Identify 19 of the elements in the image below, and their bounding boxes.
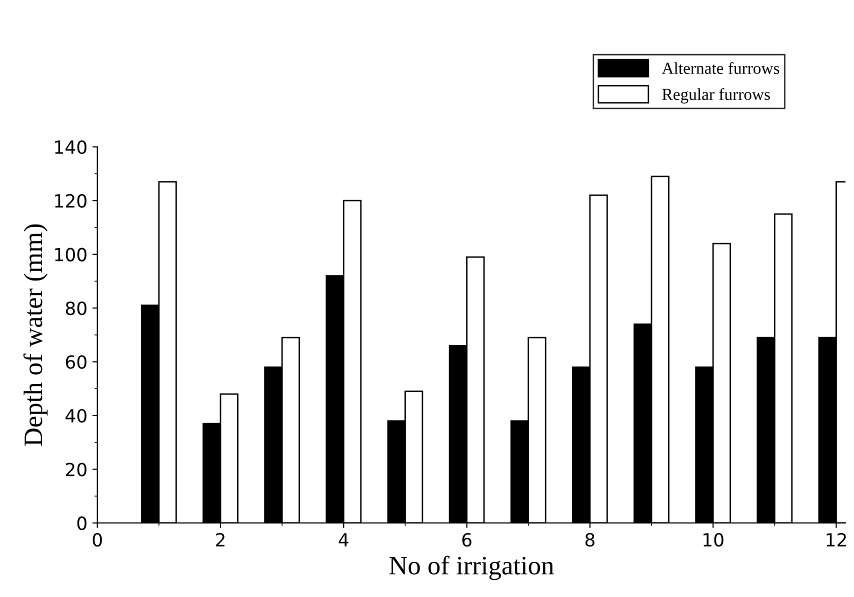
- y-tick-label: 80: [66, 302, 86, 316]
- x-tick-label: 4: [338, 533, 348, 546]
- y-tick-label: 40: [66, 408, 86, 423]
- legend-label: Alternate furrows: [662, 62, 780, 74]
- y-tick-label: 100: [55, 248, 86, 262]
- x-tick-label: 6: [462, 533, 472, 547]
- x-tick-label: 2: [216, 533, 224, 546]
- x-tick-label: 12: [826, 533, 846, 546]
- y-tick-label: 60: [66, 355, 86, 369]
- y-axis-title: Depth of water (mm): [23, 224, 48, 446]
- x-tick-label: 0: [92, 533, 102, 547]
- y-tick-label: 0: [77, 516, 86, 530]
- x-axis-title: No of irrigation: [389, 556, 554, 580]
- legend-label: Regular furrows: [662, 88, 770, 104]
- y-tick-label: 140: [55, 140, 86, 154]
- y-tick-label: 20: [66, 462, 86, 476]
- x-tick-label: 10: [704, 533, 724, 547]
- y-tick-label: 120: [55, 194, 86, 208]
- x-tick-label: 8: [585, 533, 594, 547]
